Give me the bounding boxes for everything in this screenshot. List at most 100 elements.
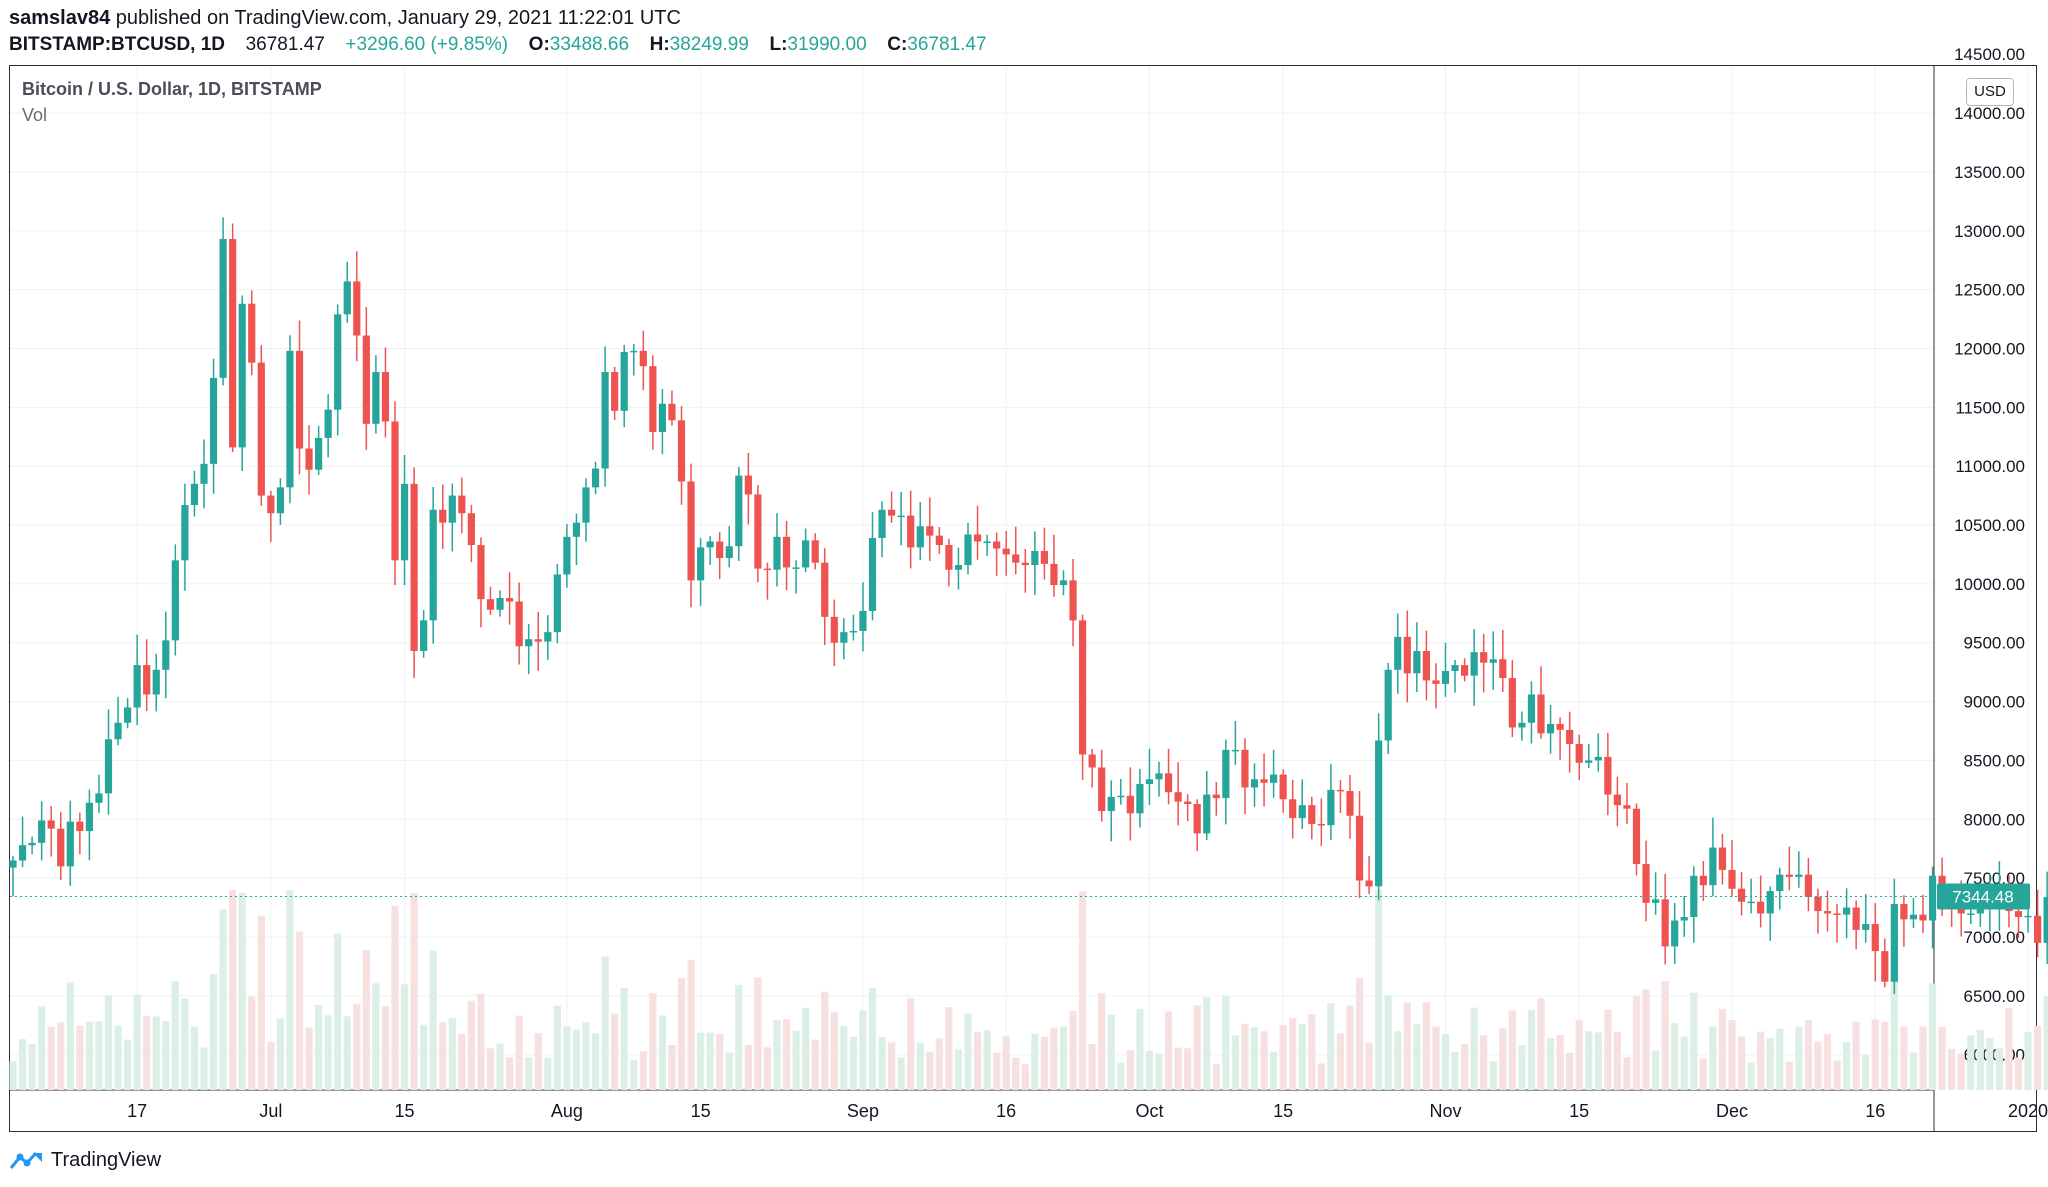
candle-body [391, 421, 399, 561]
tradingview-brand-text: TradingView [51, 1148, 162, 1171]
candle-body [1260, 779, 1268, 783]
candle-body [1040, 550, 1048, 564]
volume-bar [143, 1015, 151, 1090]
price-tick-label: 8000.00 [1964, 810, 2025, 829]
volume-bar [916, 1043, 924, 1090]
volume-bar [716, 1033, 724, 1090]
candle-body [190, 483, 199, 506]
volume-bar [1575, 1019, 1583, 1090]
volume-bar [668, 1045, 676, 1090]
candle-body [1928, 875, 1937, 921]
candle-body [1585, 760, 1593, 763]
publisher-username[interactable]: samslav84 [9, 7, 111, 29]
volume-bar [1613, 1031, 1621, 1090]
volume-bar [907, 998, 915, 1090]
volume-bar [1804, 1020, 1812, 1090]
volume-bar [9, 1061, 17, 1090]
volume-bar [1938, 1027, 1946, 1090]
candle-body [782, 536, 791, 568]
high-label: H: [649, 34, 670, 55]
candle-body [315, 437, 323, 470]
volume-bar [181, 998, 189, 1090]
time-tick-label: 15 [395, 1101, 415, 1121]
candle-body [305, 448, 313, 470]
price-tick-label: 11000.00 [1955, 457, 2025, 476]
candle-body [1413, 650, 1421, 674]
volume-bar [57, 1022, 65, 1090]
candle-body [868, 537, 877, 611]
candle-body [372, 372, 380, 424]
candle-body [1814, 896, 1822, 912]
volume-bar [926, 1051, 934, 1090]
volume-bar [1585, 1031, 1593, 1090]
volume-bar [1461, 1043, 1469, 1090]
candle-body [171, 560, 179, 641]
currency-badge[interactable]: USD [1966, 78, 2014, 106]
candle-body [1136, 783, 1144, 814]
candle-body [400, 483, 409, 561]
candle-body [1537, 694, 1545, 734]
volume-bar [1164, 1011, 1173, 1090]
candle-body [993, 541, 1001, 549]
candle-body [133, 665, 141, 708]
open-label: O: [528, 34, 550, 55]
volume-bar [1546, 1038, 1555, 1090]
candle-body [534, 639, 542, 642]
volume-bar [1833, 1060, 1841, 1090]
volume-bar [744, 1045, 752, 1090]
volume-bar [1871, 1019, 1879, 1090]
volume-bar [1699, 1058, 1707, 1090]
volume-bar [1814, 1041, 1822, 1090]
volume-bar [429, 950, 437, 1090]
volume-bar [1193, 1005, 1201, 1090]
published-info: published on TradingView.com, January 29… [115, 7, 681, 29]
volume-bar [362, 950, 370, 1090]
candle-body [1604, 756, 1612, 795]
volume-bar [1308, 1014, 1316, 1090]
volume-bar [1375, 890, 1383, 1090]
volume-bar [1499, 1028, 1507, 1090]
open-value: 33488.66 [549, 34, 630, 55]
volume-bar [1394, 1031, 1402, 1090]
candle-body [1470, 652, 1478, 676]
candle-body [601, 372, 609, 469]
candle-body [353, 281, 361, 336]
close-value: 36781.47 [907, 34, 987, 55]
volume-bar [2005, 1007, 2013, 1090]
candle-body [563, 536, 571, 575]
volume-bar [515, 1015, 523, 1090]
candle-body [649, 366, 657, 433]
candle-body [1594, 756, 1602, 761]
candle-body [572, 522, 581, 537]
volume-bar [1241, 1023, 1249, 1090]
candle-body [582, 487, 590, 523]
volume-bar [305, 1027, 313, 1090]
candle-body [1795, 874, 1803, 877]
tradingview-footer[interactable]: TradingView [9, 1145, 161, 1175]
candle-body [1461, 665, 1469, 676]
candle-body [114, 722, 122, 740]
volume-bar [1050, 1027, 1058, 1090]
candle-body [1184, 801, 1192, 804]
candle-body [735, 475, 743, 547]
volume-bar [219, 909, 227, 1090]
ohlc-line: BITSTAMP:BTCUSD, 1D 36781.47 +3296.60 (+… [9, 33, 987, 57]
candle-body [9, 860, 17, 868]
volume-bar [811, 1039, 819, 1090]
candle-body [381, 372, 390, 422]
candle-body [1145, 779, 1154, 784]
candle-body [725, 546, 733, 558]
candle-body [1737, 888, 1746, 902]
volume-bar [1289, 1017, 1297, 1090]
volume-bar [76, 1025, 84, 1090]
volume-bar [1527, 1010, 1536, 1090]
candle-body [295, 350, 304, 449]
volume-bar [1508, 1010, 1516, 1090]
chart-frame[interactable] [9, 65, 2037, 1132]
volume-bar [859, 1010, 867, 1090]
volume-bar [133, 994, 141, 1090]
volume-bar [1900, 1026, 1908, 1090]
volume-bar [1680, 1036, 1688, 1090]
candle-body [830, 616, 838, 643]
